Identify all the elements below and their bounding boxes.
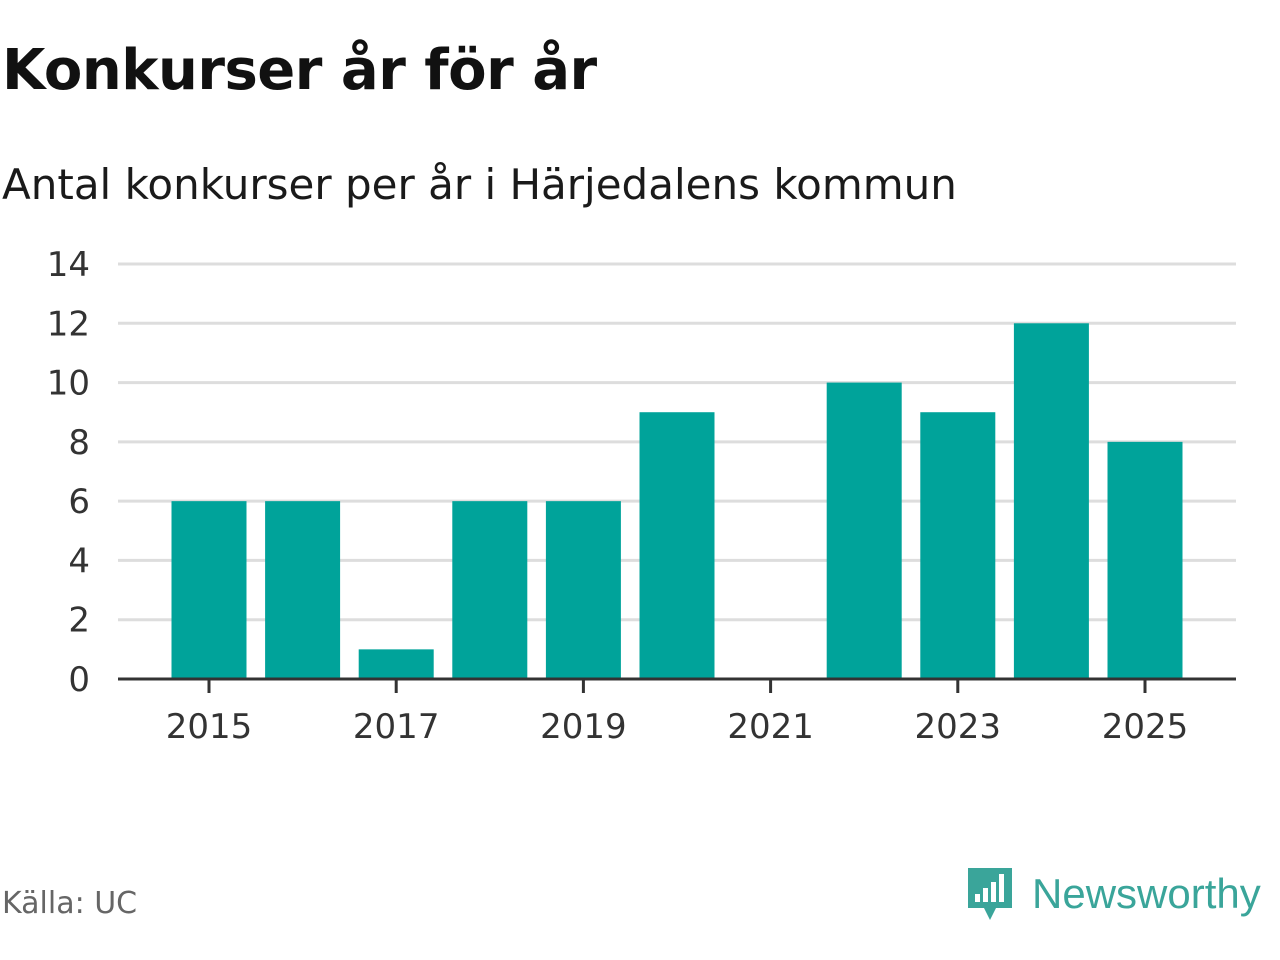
bar-2015 <box>171 501 247 679</box>
bar-2017 <box>358 649 434 679</box>
bar-2020 <box>639 412 715 679</box>
x-tick-label: 2025 <box>1102 707 1189 747</box>
y-tick-label: 14 <box>47 245 90 285</box>
y-tick-label: 0 <box>68 660 90 700</box>
brand-logo: Newsworthy <box>964 864 1261 924</box>
bar-2024 <box>1013 323 1089 679</box>
bar-2016 <box>265 501 341 679</box>
x-tick-label: 2021 <box>727 707 814 747</box>
source-note: Källa: UC <box>2 886 138 921</box>
bar-2019 <box>545 501 621 679</box>
y-tick-label: 2 <box>68 601 90 641</box>
chart-title: Konkurser år för år <box>2 38 597 103</box>
x-tick-label: 2019 <box>540 707 627 747</box>
bars <box>171 323 1183 679</box>
axes <box>118 677 1236 693</box>
newsworthy-logo-icon <box>968 868 1012 920</box>
chart-subtitle: Antal konkurser per år i Härjedalens kom… <box>2 160 957 209</box>
brand-name: Newsworthy <box>1032 870 1261 917</box>
bar-2022 <box>826 382 902 679</box>
y-tick-label: 12 <box>47 304 90 344</box>
y-tick-label: 10 <box>47 364 90 404</box>
y-tick-label: 6 <box>68 482 90 522</box>
y-tick-label: 4 <box>68 541 90 581</box>
bar-2023 <box>920 412 996 679</box>
y-tick-label: 8 <box>68 423 90 463</box>
x-tick-label: 2015 <box>166 707 253 747</box>
x-tick-label: 2023 <box>915 707 1002 747</box>
x-tick-label: 2017 <box>353 707 440 747</box>
bar-2025 <box>1107 441 1183 679</box>
tick-labels: 0 2 4 6 8 10 12 14 2015 2017 2019 2021 2023 2025 <box>47 245 1189 747</box>
bar-2018 <box>452 501 528 679</box>
